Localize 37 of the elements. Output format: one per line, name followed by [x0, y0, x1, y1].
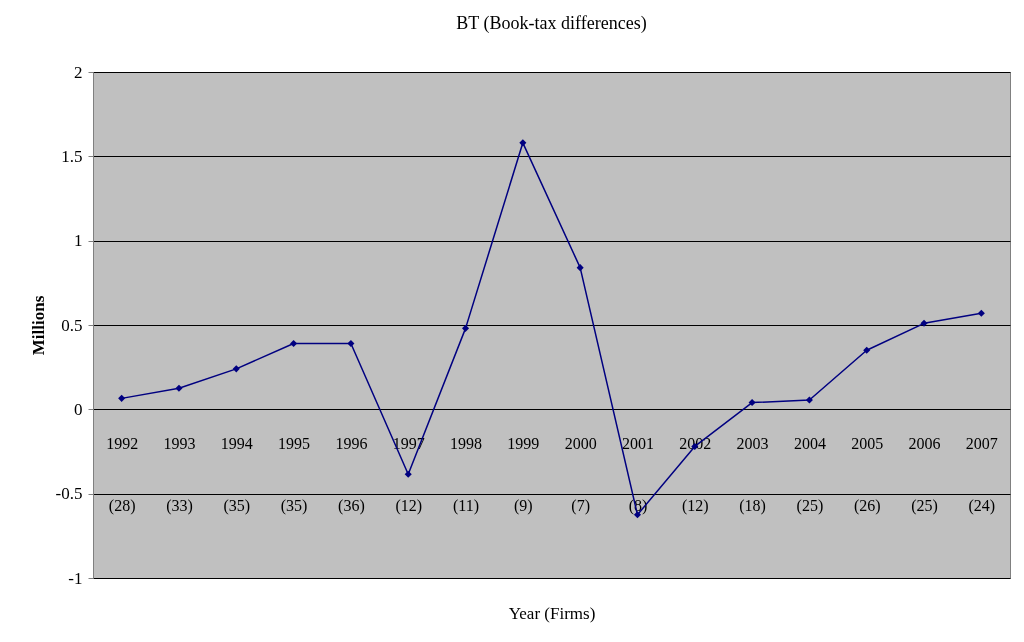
category-label: 2006 (25) [908, 434, 941, 514]
point [118, 394, 126, 402]
category-label: 2000 (7) [564, 434, 597, 514]
y-axis-title: Millions [28, 295, 48, 356]
y-tick-label: 1 [74, 231, 83, 251]
y-tick-label: -1 [68, 568, 83, 588]
category-label: 1995 (35) [278, 434, 311, 514]
category-label: 1998 (11) [450, 434, 483, 514]
point [805, 396, 813, 404]
category-label: 1999 (9) [507, 434, 540, 514]
point [576, 264, 584, 272]
category-label: 2004 (25) [793, 434, 826, 514]
category-label: 1994 (35) [220, 434, 253, 514]
y-tick-label: 0.5 [61, 315, 83, 335]
point [519, 139, 527, 147]
point [748, 399, 756, 407]
y-tick-label: -0.5 [55, 484, 83, 504]
category-label: 1992 (28) [106, 434, 139, 514]
category-label: 1993 (33) [163, 434, 196, 514]
point [290, 340, 298, 348]
x-axis-title: Year (Firms) [508, 603, 596, 623]
point [175, 384, 183, 392]
point [462, 324, 470, 332]
category-label: 1996 (36) [335, 434, 368, 514]
point [863, 346, 871, 354]
point [404, 470, 412, 478]
point [920, 319, 928, 327]
y-tick-label: 1.5 [61, 146, 83, 166]
category-label: 2005 (26) [851, 434, 884, 514]
y-tick-label: 0 [74, 399, 83, 419]
category-label: 2003 (18) [736, 434, 769, 514]
point [232, 365, 240, 373]
chart-title: BT (Book-tax differences) [456, 13, 647, 34]
point [977, 309, 985, 317]
category-label: 2007 (24) [965, 434, 998, 514]
y-tick-label: 2 [74, 62, 83, 82]
point [347, 340, 355, 348]
